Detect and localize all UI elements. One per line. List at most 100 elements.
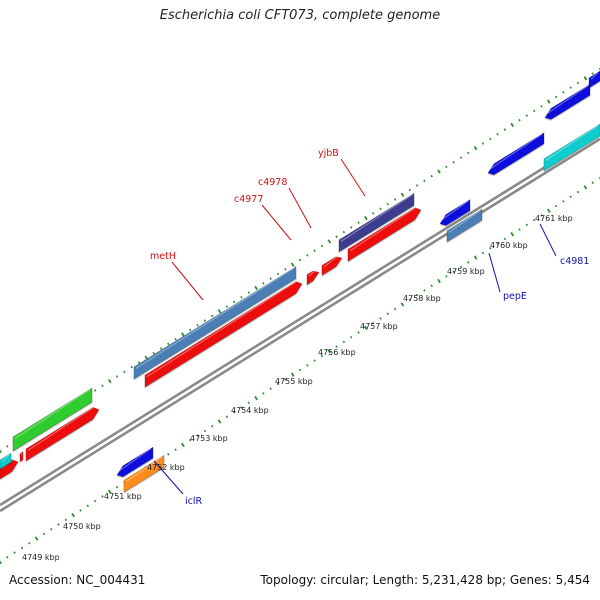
gene-yjbB-forward: [347, 207, 422, 262]
ruler-dot: [489, 137, 492, 141]
ruler-dot: [386, 202, 390, 206]
ruler-dot: [79, 509, 82, 512]
gene-label-c4981: c4981: [560, 256, 589, 267]
ruler-dot: [452, 270, 455, 273]
ruler-dot: [20, 546, 24, 550]
ruler-dot: [371, 321, 375, 325]
ruler-dot: [254, 285, 258, 291]
ruler-dot: [0, 560, 2, 565]
ruler-dot: [93, 499, 97, 503]
ruler-dot: [225, 415, 229, 419]
ruler-dot: [327, 239, 332, 244]
ruler-dot: [576, 190, 580, 194]
gene-green-highlight: [14, 388, 91, 439]
ruler-dots: [0, 67, 600, 565]
ruler-dot: [467, 151, 470, 155]
ruler-dot: [518, 118, 521, 122]
ruler-dot: [408, 298, 411, 302]
ruler-dot: [137, 361, 141, 364]
ruler-dot: [481, 142, 485, 145]
gene-metH-outer: [133, 265, 297, 380]
ruler-dot: [262, 392, 265, 395]
gene-labels: metH c4977 c4978 yjbB iclR pepE c4981: [150, 148, 589, 507]
gene-blue-lower-highlight: [118, 448, 152, 472]
gene-blue-right-highlight: [489, 133, 543, 170]
ruler-dot: [306, 254, 309, 257]
ruler-tick-label: 4759 kbp: [447, 267, 485, 276]
gene-blue-far: [544, 83, 591, 120]
gene-iclR: [123, 454, 165, 493]
gene-blue-lower: [116, 446, 154, 478]
ruler-dot: [459, 156, 463, 159]
gene-blue-far-highlight: [546, 85, 589, 115]
ruler-dot: [276, 272, 280, 276]
gene-leader-line: [288, 187, 312, 229]
gene-blue-right: [487, 132, 545, 176]
ruler-dot: [28, 541, 31, 545]
gene-leader-line: [539, 223, 557, 257]
ruler-dot: [525, 223, 529, 227]
gene-c4978-forward: [321, 256, 343, 276]
backbone-line: [0, 131, 600, 507]
ruler-dot: [364, 325, 368, 331]
ruler-dot: [415, 293, 419, 297]
ruler-dot: [350, 335, 353, 339]
ruler-dot: [496, 132, 499, 136]
ruler-dot: [546, 208, 551, 213]
gene-c4977-forward-highlight: [308, 268, 318, 277]
ruler-dot: [101, 384, 104, 388]
gene-label-iclR: iclR: [185, 496, 203, 507]
ruler-dot: [107, 378, 112, 384]
ruler-dot: [247, 401, 250, 405]
gene-cyan-right-highlight: [545, 125, 599, 161]
gene-cyan-left-highlight: [1, 454, 10, 462]
ruler-dot: [423, 289, 426, 292]
ruler-dot: [159, 347, 163, 350]
ruler-dot: [298, 368, 302, 372]
gene-leader-line: [261, 204, 292, 241]
ruler-dot: [342, 230, 346, 234]
gene-features: [0, 70, 600, 493]
ruler-dot: [342, 340, 346, 344]
ruler-dot: [445, 165, 448, 169]
ruler-dot: [350, 226, 353, 229]
ruler-dot: [335, 345, 338, 348]
ruler-dot: [357, 331, 360, 334]
ruler-dot: [130, 365, 133, 369]
ruler-dot: [503, 128, 507, 131]
ruler-dot: [320, 354, 324, 358]
ruler-dot: [284, 378, 287, 381]
ruler-dot: [290, 262, 295, 267]
gene-pepE: [446, 208, 483, 243]
ruler-dot: [232, 300, 236, 304]
ruler-dot: [210, 424, 214, 428]
gene-pepE-highlight: [448, 210, 481, 233]
ruler-dot: [34, 536, 39, 541]
gene-label-c4978: c4978: [258, 177, 287, 188]
gene-label-c4977: c4977: [234, 194, 263, 205]
ruler-dot: [167, 342, 170, 346]
ruler-dot: [167, 453, 170, 456]
gene-cyan-left: [0, 452, 12, 470]
gene-iclR-highlight: [125, 456, 163, 483]
gene-yjbB-outer: [338, 192, 415, 253]
ruler-dot: [6, 556, 9, 559]
ruler-dot: [459, 265, 463, 269]
gene-blue-edge-highlight: [590, 72, 599, 80]
ruler-dot: [107, 489, 112, 494]
ruler-dot: [86, 504, 90, 508]
ruler-dot: [232, 410, 236, 414]
ruler-dot: [408, 188, 411, 192]
gene-metH-outer-highlight: [135, 267, 295, 369]
gene-leader-line: [488, 252, 501, 293]
ruler-dot: [290, 372, 295, 377]
ruler-tick-label: 4750 kbp: [63, 522, 101, 531]
ruler-dot: [335, 235, 338, 238]
ruler-dot: [0, 449, 2, 454]
ruler-dot: [327, 349, 332, 354]
ruler-dot: [298, 258, 302, 262]
ruler-dot: [400, 302, 405, 307]
ruler-dot: [284, 268, 287, 271]
ruler-dot: [546, 99, 551, 104]
ruler-dot: [532, 218, 536, 222]
